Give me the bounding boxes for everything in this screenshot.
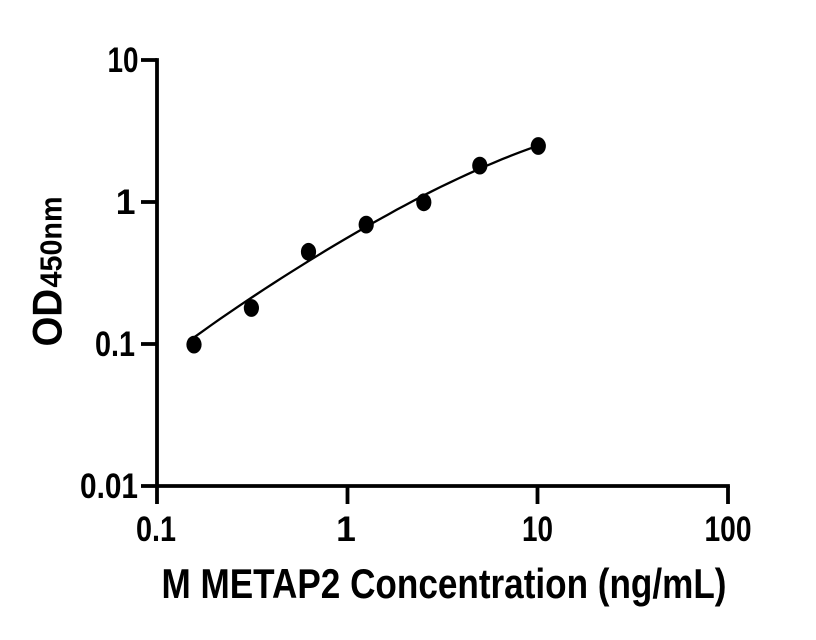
svg-text:10: 10: [522, 509, 553, 549]
svg-text:0.1: 0.1: [136, 509, 176, 549]
svg-text:0.1: 0.1: [95, 324, 135, 364]
svg-text:100: 100: [705, 509, 752, 549]
svg-text:1: 1: [116, 182, 136, 222]
svg-text:450nm: 450nm: [34, 197, 69, 288]
svg-text:M METAP2 Concentration (ng/mL): M METAP2 Concentration (ng/mL): [162, 560, 727, 607]
svg-text:1: 1: [336, 509, 356, 549]
svg-text:10: 10: [108, 40, 139, 80]
svg-text:OD: OD: [24, 289, 71, 347]
svg-text:0.01: 0.01: [80, 466, 138, 506]
